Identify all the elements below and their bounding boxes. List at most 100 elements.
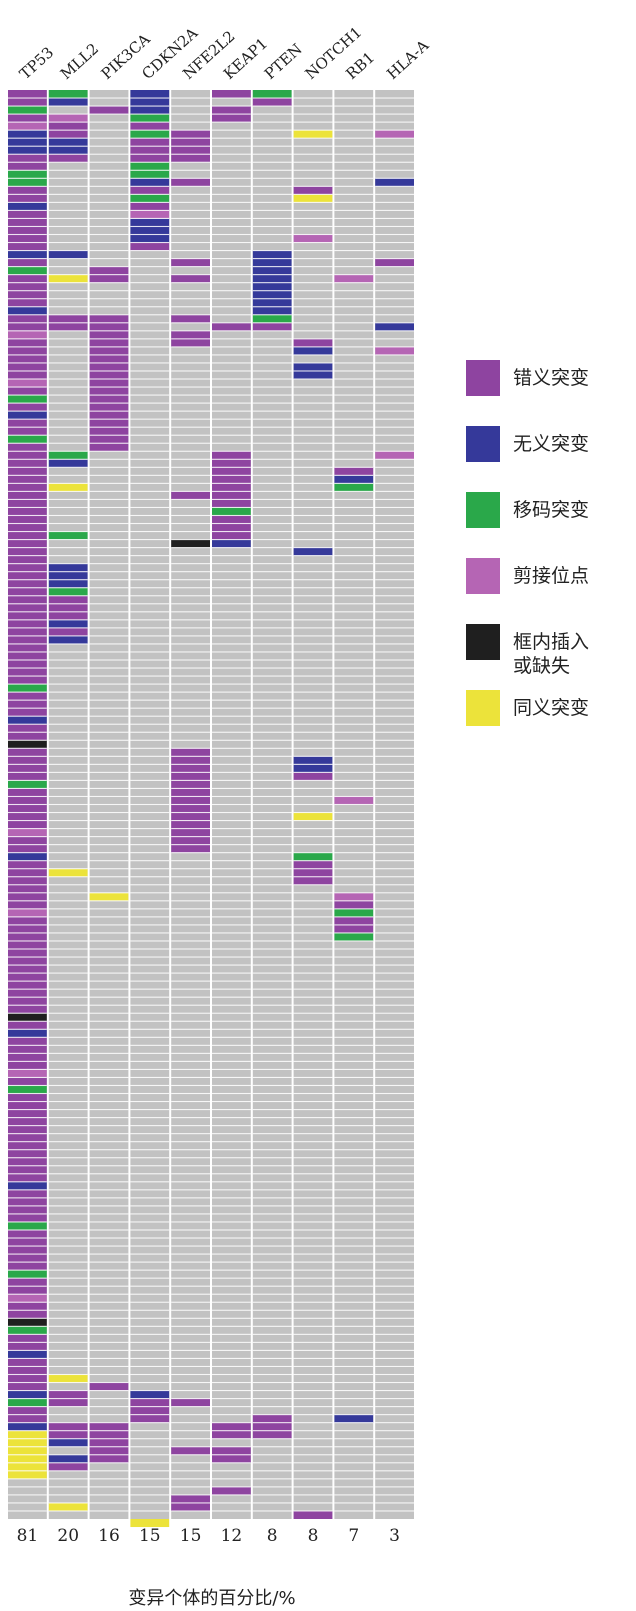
row-separator — [334, 980, 374, 982]
row-separator — [375, 1333, 414, 1335]
row-separator — [375, 282, 414, 284]
row-separator — [252, 482, 292, 484]
mutation-cell — [8, 1061, 47, 1070]
row-separator — [130, 1076, 170, 1079]
row-separator — [293, 322, 333, 324]
row-separator — [334, 844, 374, 846]
row-separator — [252, 691, 292, 693]
row-separator — [89, 306, 129, 308]
row-separator — [48, 306, 88, 308]
row-separator — [48, 1454, 88, 1456]
row-separator — [252, 1253, 292, 1255]
mutation-cell — [8, 419, 47, 428]
row-separator — [293, 836, 333, 838]
mutation-cell — [293, 338, 333, 347]
row-separator — [89, 539, 129, 541]
row-separator — [89, 522, 129, 525]
row-separator — [252, 241, 292, 244]
mutation-cell — [334, 892, 374, 901]
row-separator — [375, 1117, 414, 1119]
row-separator — [171, 1068, 210, 1070]
row-separator — [334, 1317, 374, 1319]
row-separator — [171, 1381, 210, 1384]
row-separator — [89, 619, 129, 621]
row-separator — [130, 1325, 170, 1327]
row-separator — [212, 828, 251, 830]
row-separator — [48, 900, 88, 902]
row-separator — [375, 1149, 414, 1151]
row-separator — [8, 185, 47, 187]
row-separator — [252, 1446, 292, 1448]
mutation-cell — [171, 258, 210, 267]
row-separator — [8, 1390, 47, 1392]
mutation-cell — [8, 242, 47, 251]
mutation-cell — [89, 330, 129, 339]
row-separator — [334, 209, 374, 211]
row-separator — [171, 362, 210, 364]
row-separator — [212, 1189, 251, 1191]
row-separator — [334, 346, 374, 348]
row-separator — [8, 1365, 47, 1368]
row-separator — [171, 1157, 210, 1159]
row-separator — [252, 450, 292, 452]
row-separator — [334, 1149, 374, 1151]
row-separator — [48, 442, 88, 444]
row-separator — [171, 795, 210, 798]
row-separator — [334, 699, 374, 701]
row-separator — [212, 611, 251, 613]
row-separator — [293, 956, 333, 958]
row-separator — [293, 932, 333, 934]
row-separator — [212, 1197, 251, 1199]
row-separator — [212, 169, 251, 171]
row-separator — [48, 1365, 88, 1368]
mutation-cell — [89, 1446, 129, 1455]
row-separator — [171, 715, 210, 717]
row-separator — [89, 1028, 129, 1030]
row-separator — [8, 121, 47, 123]
row-separator — [375, 691, 414, 693]
row-separator — [171, 667, 210, 669]
row-separator — [171, 1365, 210, 1368]
row-separator — [334, 715, 374, 717]
mutation-cell — [8, 138, 47, 147]
legend-item: 移码突变 — [466, 492, 632, 558]
row-separator — [375, 1060, 414, 1062]
gene-label: MLL2 — [57, 40, 102, 83]
row-separator — [334, 1044, 374, 1046]
row-separator — [130, 129, 170, 131]
row-separator — [130, 763, 170, 765]
row-separator — [375, 474, 414, 476]
row-separator — [375, 217, 414, 219]
row-separator — [334, 908, 374, 910]
mutation-cell — [8, 555, 47, 564]
row-separator — [334, 820, 374, 822]
row-separator — [130, 1285, 170, 1287]
row-separator — [48, 185, 88, 187]
row-separator — [212, 988, 251, 990]
row-separator — [8, 434, 47, 436]
row-separator — [334, 988, 374, 990]
row-separator — [8, 731, 47, 733]
row-separator — [171, 820, 210, 822]
row-separator — [334, 1510, 374, 1512]
row-separator — [130, 418, 170, 420]
row-separator — [212, 410, 251, 412]
row-separator — [130, 370, 170, 372]
row-separator — [48, 1357, 88, 1359]
row-separator — [375, 1189, 414, 1191]
gene-label: RB1 — [342, 48, 378, 83]
row-separator — [252, 97, 292, 99]
row-separator — [130, 306, 170, 308]
row-separator — [334, 1333, 374, 1335]
row-separator — [334, 1004, 374, 1006]
row-separator — [89, 1446, 129, 1448]
row-separator — [171, 884, 210, 886]
row-separator — [48, 852, 88, 854]
mutation-cell — [8, 194, 47, 203]
row-separator — [293, 1109, 333, 1111]
row-separator — [89, 458, 129, 460]
mutation-cell — [8, 258, 47, 267]
mutation-cell — [48, 571, 88, 580]
row-separator — [252, 1092, 292, 1095]
row-separator — [130, 924, 170, 926]
